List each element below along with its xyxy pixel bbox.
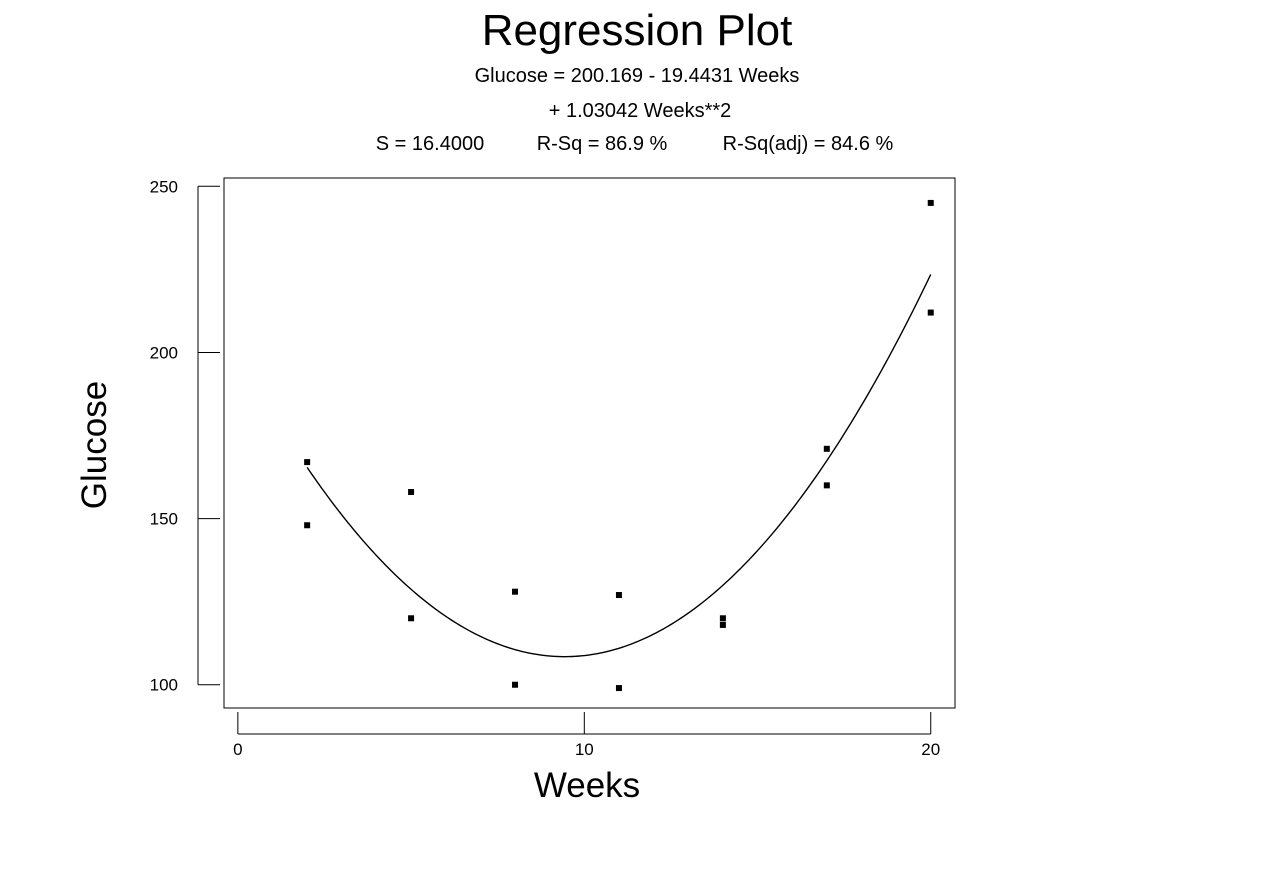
data-point [304,522,311,529]
x-axis: 0 10 20 [233,712,940,759]
y-tick-label: 150 [150,510,178,529]
equation-line-1: Glucose = 200.169 - 19.4431 Weeks [475,65,800,87]
chart-title: Regression Plot [482,6,793,55]
plot-frame [223,177,956,709]
data-point [512,681,519,688]
stat-s: S = 16.4000 [376,133,484,155]
regression-fit-curve [306,274,932,658]
data-point [512,588,519,595]
data-point [719,615,726,622]
data-point [615,592,622,599]
y-axis: 100 150 200 250 [150,177,220,695]
data-point [615,685,622,692]
data-point [408,615,415,622]
data-point [927,309,934,316]
data-point [927,199,934,206]
equation-line-2: + 1.03042 Weeks**2 [549,100,732,122]
y-tick-label: 200 [150,343,178,362]
x-tick-label: 20 [921,740,940,759]
stat-r-sq: R-Sq = 86.9 % [537,133,668,155]
data-points [304,199,934,692]
data-point [823,445,830,452]
data-point [304,459,311,466]
y-tick-label: 250 [150,177,178,196]
x-tick-label: 0 [233,740,242,759]
data-point [823,482,830,489]
stat-r-sq-adj: R-Sq(adj) = 84.6 % [723,133,894,155]
y-tick-label: 100 [150,676,178,695]
data-point [719,621,726,628]
x-axis-title: Weeks [534,766,640,805]
y-axis-title: Glucose [75,381,114,509]
data-point [408,489,415,496]
x-tick-label: 10 [575,740,594,759]
